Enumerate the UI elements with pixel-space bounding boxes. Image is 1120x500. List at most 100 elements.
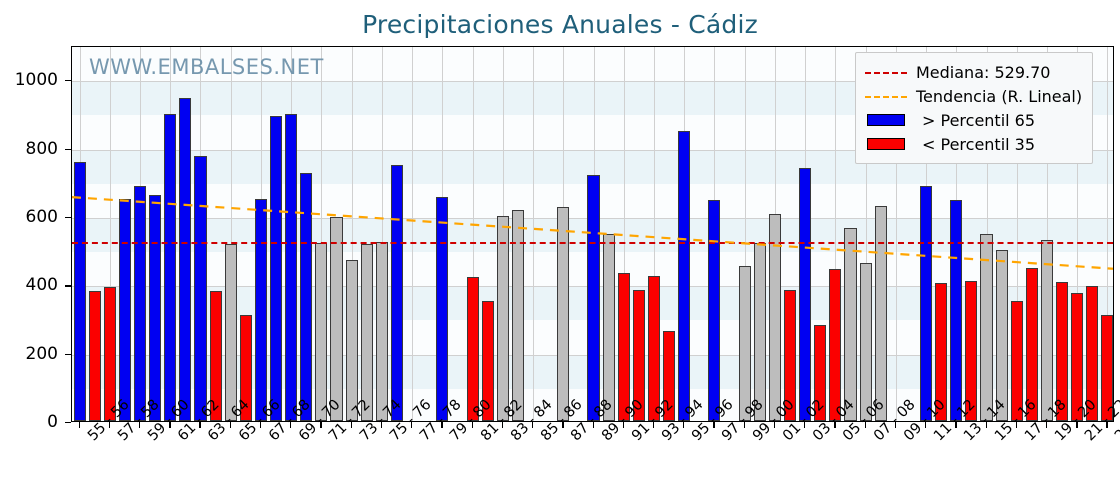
legend-item-label: < Percentil 35 xyxy=(922,134,1036,154)
x-axis-tick-label: 15 - 16 xyxy=(991,397,1040,445)
bar xyxy=(133,186,147,421)
bar xyxy=(436,196,449,421)
gridline-horizontal xyxy=(72,81,1113,83)
y-axis-tick-mark xyxy=(65,285,71,287)
legend-item: Tendencia (R. Lineal) xyxy=(865,84,1082,108)
x-axis-tick-label: 55 - 56 xyxy=(84,397,133,445)
bar xyxy=(103,286,116,421)
x-axis-tick-mark xyxy=(925,422,927,428)
bar xyxy=(511,210,524,421)
gridline-vertical xyxy=(866,47,867,421)
bar xyxy=(360,243,373,421)
bar xyxy=(617,272,630,421)
x-axis-tick-mark xyxy=(350,422,352,428)
x-axis-tick-label: 57 - 58 xyxy=(114,397,163,445)
x-axis-tick-label: 79 - 80 xyxy=(447,397,495,445)
bar xyxy=(345,260,358,421)
bar xyxy=(1010,301,1023,421)
legend-swatch-icon xyxy=(865,136,907,152)
gridline-vertical xyxy=(1047,47,1048,421)
bar xyxy=(829,268,842,421)
legend-item: > Percentil 65 xyxy=(865,108,1082,132)
gridline-vertical xyxy=(654,47,655,421)
bar xyxy=(965,280,978,421)
x-axis-tick-mark xyxy=(229,422,231,428)
x-axis-tick-label: 63 - 64 xyxy=(205,397,253,445)
bar xyxy=(330,216,343,421)
legend: Mediana: 529.70 Tendencia (R. Lineal) > Pe… xyxy=(855,52,1094,164)
bar xyxy=(224,243,237,421)
bar xyxy=(1025,267,1038,421)
y-axis-tick-mark xyxy=(65,80,71,82)
x-axis-tick-label: 11 - 12 xyxy=(931,397,979,445)
x-axis-tick-label: 99 - 00 xyxy=(749,397,798,445)
bar xyxy=(270,115,283,421)
x-axis-tick-mark xyxy=(1015,422,1018,428)
x-axis-tick-mark xyxy=(622,422,625,428)
x-axis-tick-label: 87 - 88 xyxy=(568,397,616,445)
x-axis-tick-label: 69 - 70 xyxy=(296,397,344,445)
x-axis-tick-label: 01 - 02 xyxy=(779,397,828,445)
bar xyxy=(920,185,933,421)
x-axis-tick-mark xyxy=(169,422,171,428)
y-axis: 0 200 400 600 800 1000 xyxy=(0,46,71,432)
bar xyxy=(254,198,267,421)
x-axis-tick-mark xyxy=(985,422,987,428)
gridline-vertical xyxy=(987,47,988,421)
x-axis-tick-mark xyxy=(108,422,111,428)
x-axis-tick-mark xyxy=(1106,422,1108,428)
gridline-vertical xyxy=(835,47,836,421)
x-axis-tick-mark xyxy=(894,422,897,428)
legend-item-label: Mediana: 529.70 xyxy=(916,62,1051,82)
x-axis-tick-label: 05 - 06 xyxy=(840,397,888,445)
gridline-vertical xyxy=(110,47,111,421)
y-axis-tick-mark xyxy=(65,216,71,219)
x-axis-tick-mark xyxy=(713,422,715,428)
x-axis-tick-label: 75 - 76 xyxy=(387,397,435,445)
x-axis-tick-label: 23 - 24 xyxy=(1112,397,1120,445)
x-axis-tick-mark xyxy=(139,422,141,428)
x-axis-tick-label: 73 - 74 xyxy=(356,397,405,445)
bar xyxy=(194,156,207,421)
x-axis-tick-mark xyxy=(78,422,80,428)
legend-item-label: > Percentil 65 xyxy=(922,110,1036,130)
bar xyxy=(557,206,570,421)
y-axis-tick-label: 400 xyxy=(25,275,58,296)
x-axis-tick-label: 93 - 94 xyxy=(658,397,707,445)
x-axis-tick-label: 89 - 90 xyxy=(598,397,647,445)
x-axis-tick-mark xyxy=(441,422,443,428)
x-axis-tick-mark xyxy=(743,422,745,428)
x-axis-tick-label: 21 - 22 xyxy=(1082,397,1120,445)
x-axis-tick-label: 65 - 66 xyxy=(235,397,284,445)
x-axis-tick-label: 03 - 04 xyxy=(810,397,858,445)
x-axis-tick-mark xyxy=(471,422,473,428)
gridline-vertical xyxy=(1107,47,1108,421)
bar xyxy=(1086,285,1099,421)
bar xyxy=(814,324,827,421)
legend-item: Mediana: 529.70 xyxy=(865,60,1082,84)
x-axis-tick-mark xyxy=(592,422,594,428)
bar xyxy=(466,277,479,421)
bar xyxy=(179,97,192,421)
bar xyxy=(209,291,222,421)
y-axis-tick-mark xyxy=(65,422,71,424)
x-axis-tick-mark xyxy=(290,422,292,428)
y-axis-tick-label: 1000 xyxy=(14,70,58,91)
x-axis-tick-mark xyxy=(380,422,383,428)
y-axis-tick-mark xyxy=(65,353,71,355)
bar xyxy=(632,290,645,421)
bars-group xyxy=(72,47,1113,421)
x-axis-tick-mark xyxy=(955,422,957,428)
x-axis-tick-mark xyxy=(1045,422,1048,428)
x-axis: 55 - 5657 - 5859 - 6061 - 6263 - 6465 - … xyxy=(71,397,1120,500)
bar xyxy=(799,168,812,421)
median-reference-line xyxy=(72,241,1113,244)
bar xyxy=(73,161,86,421)
gridline-vertical xyxy=(412,47,413,421)
bar xyxy=(88,290,101,421)
gridline-vertical xyxy=(1077,47,1078,421)
bar xyxy=(149,195,162,421)
x-axis-tick-label: 59 - 60 xyxy=(145,397,193,445)
x-axis-tick-label: 91 - 92 xyxy=(628,397,677,445)
